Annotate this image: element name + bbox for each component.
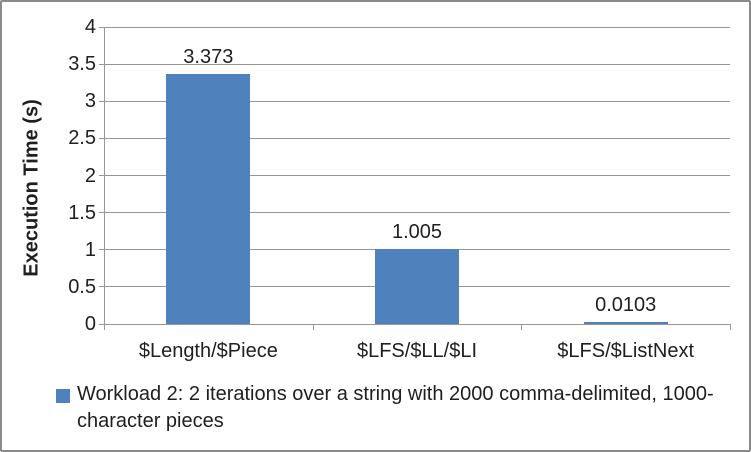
gridline [104, 212, 730, 214]
y-axis-tick [99, 63, 104, 65]
gridline [104, 63, 730, 65]
y-axis-line [104, 27, 105, 330]
y-axis-tick [99, 323, 104, 325]
y-tick-label: 3 [84, 90, 96, 113]
x-tick-label: $LFS/$ListNext [557, 340, 695, 362]
value-label: 0.0103 [595, 294, 657, 316]
y-tick-label: 2 [84, 164, 96, 187]
bar [375, 249, 459, 324]
x-axis-tick [312, 324, 314, 330]
y-axis-tick [99, 100, 104, 102]
x-axis-line [104, 323, 730, 325]
y-axis-tick [99, 249, 104, 251]
y-tick-label: 1 [84, 238, 96, 261]
y-axis-tick [99, 26, 104, 28]
y-tick-label: 2.5 [68, 127, 96, 150]
x-tick-label: $LFS/$LL/$LI [356, 340, 478, 362]
y-axis-tick [99, 212, 104, 214]
gridline [104, 175, 730, 176]
y-tick-label: 4 [84, 16, 96, 38]
gridline [104, 26, 730, 28]
gridline [104, 100, 730, 102]
y-tick-label: 0 [84, 313, 96, 335]
x-axis-tick [730, 324, 731, 330]
gridline [104, 137, 730, 139]
legend-series-marker-icon [56, 389, 70, 403]
y-tick-label: 3.5 [68, 53, 96, 76]
x-tick-label: $Length/$Piece [138, 340, 278, 362]
value-label: 3.373 [183, 45, 234, 68]
bar [166, 73, 251, 324]
value-label: 1.005 [391, 221, 443, 244]
y-axis-tick [99, 137, 104, 139]
y-axis-tick [99, 286, 104, 288]
y-tick-label: 1.5 [68, 201, 96, 224]
legend-label: Workload 2: 2 iterations over a string w… [77, 383, 714, 432]
x-axis-tick [521, 324, 523, 330]
y-tick-label: 0.5 [68, 275, 96, 298]
y-axis-tick [99, 175, 104, 176]
bar [583, 322, 668, 324]
